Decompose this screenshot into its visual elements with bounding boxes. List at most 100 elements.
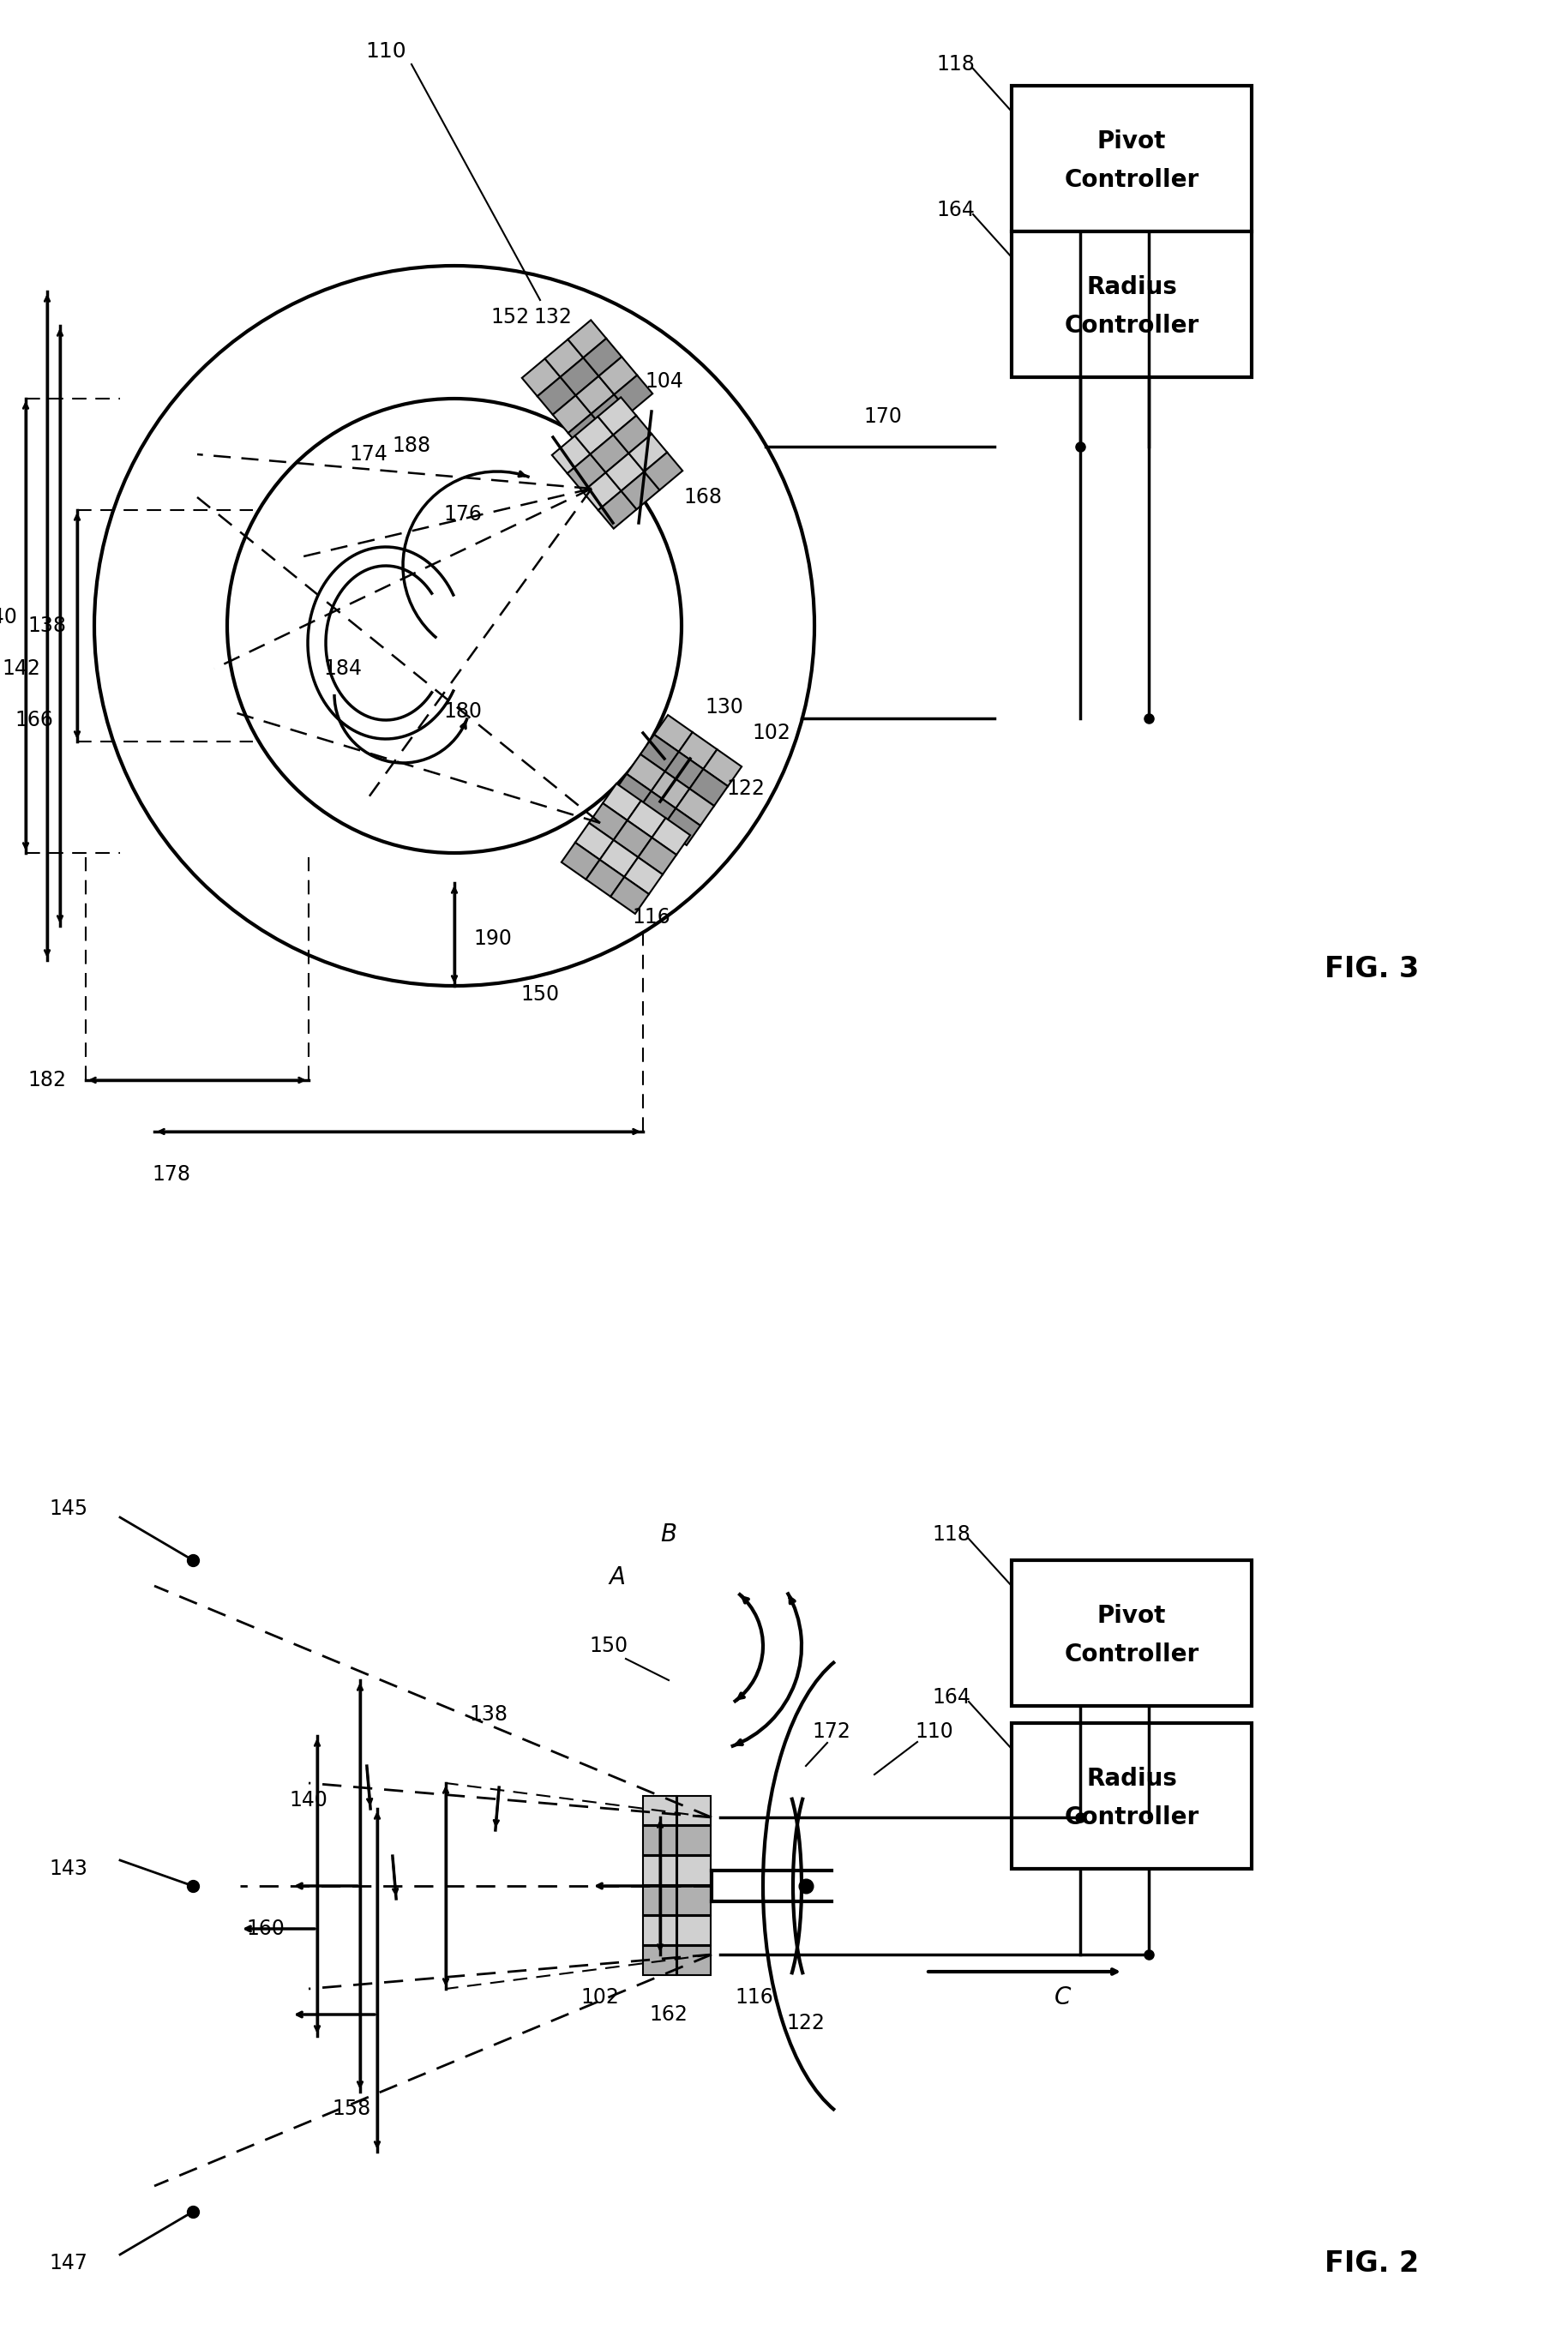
Bar bbox=[601, 841, 638, 876]
Bar bbox=[654, 714, 693, 751]
Text: Controller: Controller bbox=[1065, 315, 1200, 338]
Bar bbox=[643, 1855, 676, 1885]
Bar bbox=[597, 397, 637, 434]
Text: 132: 132 bbox=[533, 308, 572, 326]
Text: 102: 102 bbox=[580, 1986, 619, 2008]
Text: 164: 164 bbox=[936, 200, 975, 221]
Text: A: A bbox=[608, 1566, 626, 1590]
Text: 140: 140 bbox=[0, 606, 17, 627]
Text: 140: 140 bbox=[290, 1789, 328, 1810]
Bar bbox=[643, 1916, 676, 1944]
Bar bbox=[575, 822, 613, 859]
Text: 130: 130 bbox=[706, 697, 743, 718]
Bar bbox=[583, 472, 621, 510]
Text: 180: 180 bbox=[444, 702, 483, 721]
Text: 162: 162 bbox=[649, 2005, 688, 2024]
Bar bbox=[676, 789, 713, 826]
Bar bbox=[621, 472, 660, 510]
Bar bbox=[568, 413, 607, 451]
Text: 102: 102 bbox=[753, 723, 790, 744]
Text: 170: 170 bbox=[864, 406, 902, 427]
Bar bbox=[590, 803, 627, 841]
Bar bbox=[586, 859, 624, 897]
Bar bbox=[538, 378, 575, 416]
Text: 164: 164 bbox=[933, 1688, 971, 1707]
Bar bbox=[677, 1855, 710, 1885]
Bar bbox=[575, 416, 613, 453]
Bar bbox=[643, 1885, 676, 1916]
Text: Controller: Controller bbox=[1065, 1644, 1200, 1667]
Bar bbox=[552, 437, 590, 474]
Bar bbox=[591, 394, 630, 432]
Text: Pivot: Pivot bbox=[1098, 1604, 1167, 1627]
Bar bbox=[627, 754, 665, 791]
Bar bbox=[613, 819, 652, 857]
Text: 178: 178 bbox=[152, 1165, 191, 1186]
Text: 110: 110 bbox=[916, 1721, 953, 1742]
Text: 152: 152 bbox=[491, 308, 530, 326]
Bar bbox=[643, 1796, 676, 1824]
Text: 145: 145 bbox=[49, 1498, 88, 1519]
Bar bbox=[638, 838, 676, 873]
Bar bbox=[610, 876, 649, 913]
Bar bbox=[624, 857, 663, 895]
Bar bbox=[644, 453, 682, 491]
Bar bbox=[677, 1946, 710, 1975]
Bar bbox=[677, 1885, 710, 1916]
Text: 158: 158 bbox=[332, 2099, 372, 2120]
Bar bbox=[677, 1916, 710, 1944]
Text: 110: 110 bbox=[365, 42, 406, 61]
Text: 118: 118 bbox=[936, 54, 975, 75]
Text: 147: 147 bbox=[49, 2252, 88, 2273]
Bar bbox=[704, 749, 742, 787]
Bar bbox=[1011, 87, 1251, 232]
Bar bbox=[627, 801, 666, 838]
Bar bbox=[651, 772, 690, 808]
Text: B: B bbox=[660, 1522, 677, 1547]
Text: 172: 172 bbox=[812, 1721, 851, 1742]
Bar bbox=[638, 791, 676, 829]
Bar bbox=[679, 733, 717, 770]
Text: 138: 138 bbox=[469, 1705, 508, 1726]
Bar bbox=[640, 735, 679, 772]
Bar bbox=[615, 376, 652, 413]
Text: 122: 122 bbox=[787, 2012, 825, 2033]
Bar bbox=[560, 357, 599, 394]
Bar bbox=[599, 357, 637, 394]
Text: 138: 138 bbox=[28, 615, 66, 636]
Text: 143: 143 bbox=[49, 1860, 88, 1878]
Text: C: C bbox=[1055, 1986, 1071, 2010]
Text: 190: 190 bbox=[474, 927, 513, 949]
Text: Controller: Controller bbox=[1065, 1806, 1200, 1829]
Text: 150: 150 bbox=[521, 984, 560, 1005]
Bar bbox=[1011, 1723, 1251, 1869]
Bar bbox=[568, 453, 605, 491]
Bar bbox=[652, 817, 690, 855]
Text: Radius: Radius bbox=[1087, 275, 1178, 298]
Bar bbox=[1011, 232, 1251, 378]
Bar bbox=[613, 416, 652, 453]
Bar bbox=[629, 434, 666, 472]
Text: 166: 166 bbox=[16, 709, 53, 730]
Text: FIG. 2: FIG. 2 bbox=[1325, 2249, 1419, 2278]
Bar bbox=[554, 394, 591, 432]
Text: 184: 184 bbox=[323, 657, 362, 679]
Bar bbox=[599, 491, 637, 528]
Text: 142: 142 bbox=[2, 657, 41, 679]
Text: 122: 122 bbox=[726, 780, 765, 798]
Text: Radius: Radius bbox=[1087, 1766, 1178, 1792]
Text: Controller: Controller bbox=[1065, 169, 1200, 193]
Text: 174: 174 bbox=[350, 444, 387, 465]
Bar bbox=[643, 1827, 676, 1855]
Text: 176: 176 bbox=[444, 505, 483, 524]
Text: 118: 118 bbox=[933, 1524, 971, 1545]
Bar bbox=[583, 338, 622, 376]
Text: 150: 150 bbox=[590, 1637, 629, 1655]
Bar bbox=[690, 770, 728, 805]
Bar bbox=[522, 359, 560, 397]
Bar bbox=[1011, 1559, 1251, 1707]
Bar bbox=[613, 775, 651, 810]
Text: Pivot: Pivot bbox=[1098, 129, 1167, 153]
Text: 160: 160 bbox=[246, 1918, 285, 1939]
Text: FIG. 3: FIG. 3 bbox=[1325, 956, 1419, 984]
